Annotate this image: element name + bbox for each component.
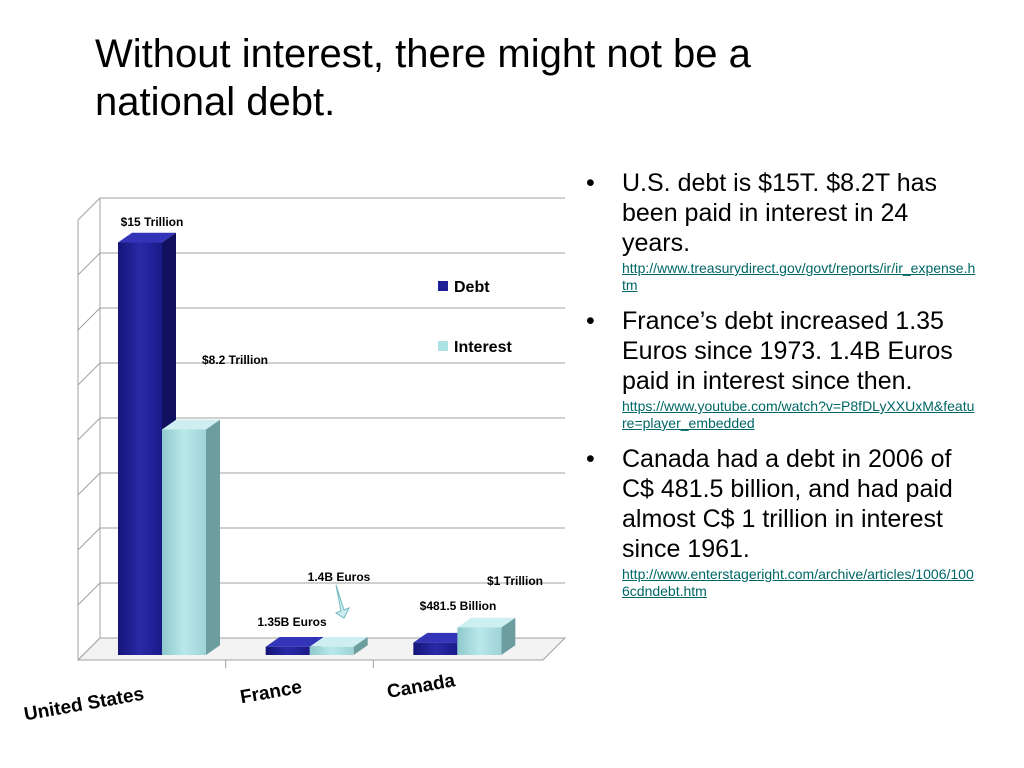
category-label: France	[239, 677, 304, 709]
bar-side-face	[501, 617, 516, 655]
bar-top-face	[309, 636, 368, 647]
bar-debt	[265, 646, 310, 655]
gridline-side	[77, 417, 101, 441]
bar-top-face	[265, 636, 324, 647]
bar-interest	[309, 646, 354, 655]
legend-label: Interest	[454, 339, 512, 356]
source-link[interactable]: http://www.treasurydirect.gov/govt/repor…	[622, 260, 976, 293]
callout-arrow	[334, 584, 351, 619]
bullet-text: France’s debt increased 1.35 Euros since…	[622, 307, 953, 395]
legend-swatch	[438, 341, 448, 351]
bullet-text: Canada had a debt in 2006 of C$ 481.5 bi…	[622, 445, 953, 563]
gridline-side	[77, 197, 101, 221]
slide-title: Without interest, there might not be a n…	[95, 32, 751, 124]
gridline-side	[77, 362, 101, 386]
bar-top-face	[162, 419, 220, 430]
bar-chart: $15 Trillion $8.2 Trillion 1.35B Euros 1.4B…	[22, 197, 567, 726]
bullet-item: • France’s debt increased 1.35 Euros sin…	[582, 306, 977, 432]
data-label: $8.2 Trillion	[202, 353, 268, 367]
bar-debt	[413, 642, 458, 655]
data-label: 1.4B Euros	[308, 570, 371, 584]
bullet-text: U.S. debt is $15T. $8.2T has been paid i…	[622, 169, 938, 257]
bullet-item: • U.S. debt is $15T. $8.2T has been paid…	[582, 168, 977, 294]
source-link[interactable]: http://www.enterstageright.com/archive/a…	[622, 566, 974, 599]
bar-side-face	[206, 419, 220, 655]
bullet-dot: •	[586, 445, 595, 473]
bar-top-face	[413, 632, 472, 643]
category-label: United States	[22, 684, 145, 726]
category-label: Canada	[385, 670, 457, 703]
bullet-dot: •	[586, 169, 595, 197]
gridline-side	[77, 527, 101, 551]
bar-debt	[118, 242, 162, 655]
legend-swatch	[438, 281, 448, 291]
data-label: 1.35B Euros	[257, 615, 327, 629]
source-link[interactable]: https://www.youtube.com/watch?v=P8fDLyXX…	[622, 398, 975, 431]
data-label: $1 Trillion	[487, 574, 543, 588]
bar-interest	[162, 429, 206, 655]
gridline-side	[77, 307, 101, 331]
bar-interest	[457, 627, 502, 655]
bar-top-face	[457, 617, 516, 628]
legend-label: Debt	[454, 279, 490, 296]
bar-top-face	[118, 232, 176, 243]
gridline-side	[77, 472, 101, 496]
bullet-dot: •	[586, 307, 595, 335]
bullet-item: • Canada had a debt in 2006 of C$ 481.5 …	[582, 444, 977, 600]
bar-side-face	[353, 636, 368, 655]
gridline-side	[77, 582, 101, 606]
data-label: $15 Trillion	[121, 215, 184, 229]
bullet-list: • U.S. debt is $15T. $8.2T has been paid…	[582, 168, 977, 612]
data-label: $481.5 Billion	[420, 599, 497, 613]
gridline-side	[77, 252, 101, 276]
